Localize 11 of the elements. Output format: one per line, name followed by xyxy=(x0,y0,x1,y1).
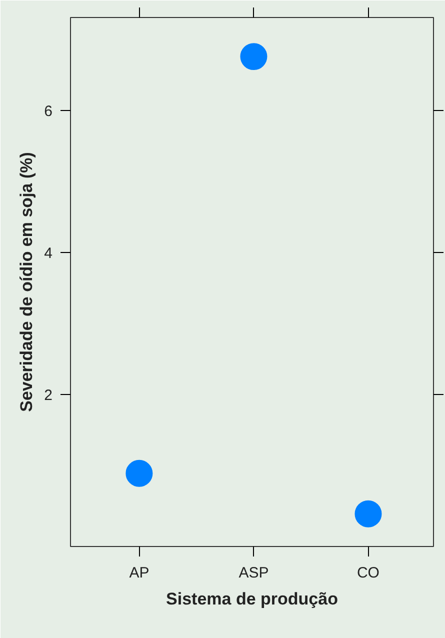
y-tick-label: 2 xyxy=(44,387,52,404)
x-tick-label: CO xyxy=(356,564,380,582)
y-tick-label: 6 xyxy=(44,103,52,120)
x-tick-label: AP xyxy=(129,564,150,582)
y-axis-title: Severidade de oídio em soja (%) xyxy=(17,152,36,412)
point xyxy=(354,500,382,528)
point xyxy=(240,43,268,70)
x-tick-label: ASP xyxy=(238,564,269,582)
x-axis-title: Sistema de produção xyxy=(166,590,338,608)
point xyxy=(126,460,153,487)
y-tick-label: 4 xyxy=(44,245,52,262)
